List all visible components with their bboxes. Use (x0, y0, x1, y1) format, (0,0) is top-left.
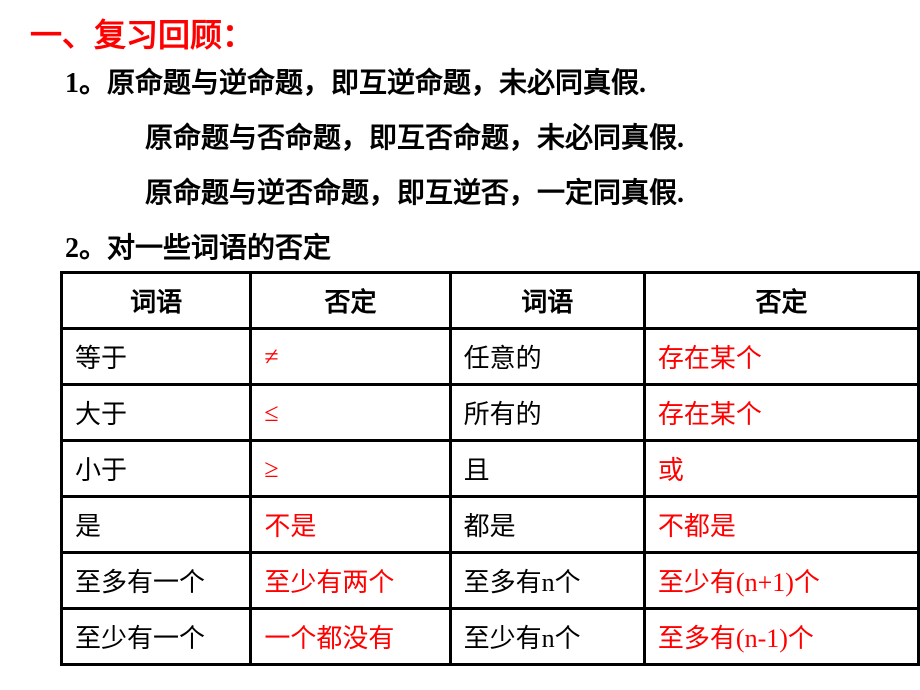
header-negation-2: 否定 (644, 273, 918, 329)
cell-word: 大于 (62, 385, 251, 441)
review-line-3: 原命题与逆否命题，即互逆否，一定同真假. (145, 171, 890, 211)
header-word-1: 词语 (62, 273, 251, 329)
cell-word: 任意的 (450, 329, 644, 385)
cell-negation: 一个都没有 (251, 609, 450, 665)
header-negation-1: 否定 (251, 273, 450, 329)
cell-negation: ≥ (251, 441, 450, 497)
cell-word: 小于 (62, 441, 251, 497)
table-row: 等于 ≠ 任意的 存在某个 (62, 329, 919, 385)
cell-word: 至多有n个 (450, 553, 644, 609)
table-row: 至多有一个 至少有两个 至多有n个 至少有(n+1)个 (62, 553, 919, 609)
table-row: 是 不是 都是 不都是 (62, 497, 919, 553)
cell-negation: ≠ (251, 329, 450, 385)
header-word-2: 词语 (450, 273, 644, 329)
cell-negation: 或 (644, 441, 918, 497)
cell-word: 且 (450, 441, 644, 497)
cell-negation: 至多有(n-1)个 (644, 609, 918, 665)
cell-word: 所有的 (450, 385, 644, 441)
cell-negation: 至少有(n+1)个 (644, 553, 918, 609)
cell-negation: 不是 (251, 497, 450, 553)
table-row: 至少有一个 一个都没有 至少有n个 至多有(n-1)个 (62, 609, 919, 665)
cell-word: 至多有一个 (62, 553, 251, 609)
negation-table: 词语 否定 词语 否定 等于 ≠ 任意的 存在某个 大于 ≤ 所有的 存在某个 … (60, 271, 920, 666)
cell-negation: 至少有两个 (251, 553, 450, 609)
cell-negation: 存在某个 (644, 385, 918, 441)
cell-negation: 存在某个 (644, 329, 918, 385)
table-row: 大于 ≤ 所有的 存在某个 (62, 385, 919, 441)
cell-word: 至少有n个 (450, 609, 644, 665)
cell-word: 等于 (62, 329, 251, 385)
table-row: 小于 ≥ 且 或 (62, 441, 919, 497)
section-title: 一、复习回顾： (30, 10, 890, 56)
review-line-2: 原命题与否命题，即互否命题，未必同真假. (145, 116, 890, 156)
cell-word: 都是 (450, 497, 644, 553)
cell-word: 是 (62, 497, 251, 553)
table-header-row: 词语 否定 词语 否定 (62, 273, 919, 329)
subtitle: 2。对一些词语的否定 (65, 226, 890, 266)
cell-negation: 不都是 (644, 497, 918, 553)
cell-word: 至少有一个 (62, 609, 251, 665)
review-line-1: 1。原命题与逆命题，即互逆命题，未必同真假. (65, 61, 890, 101)
cell-negation: ≤ (251, 385, 450, 441)
